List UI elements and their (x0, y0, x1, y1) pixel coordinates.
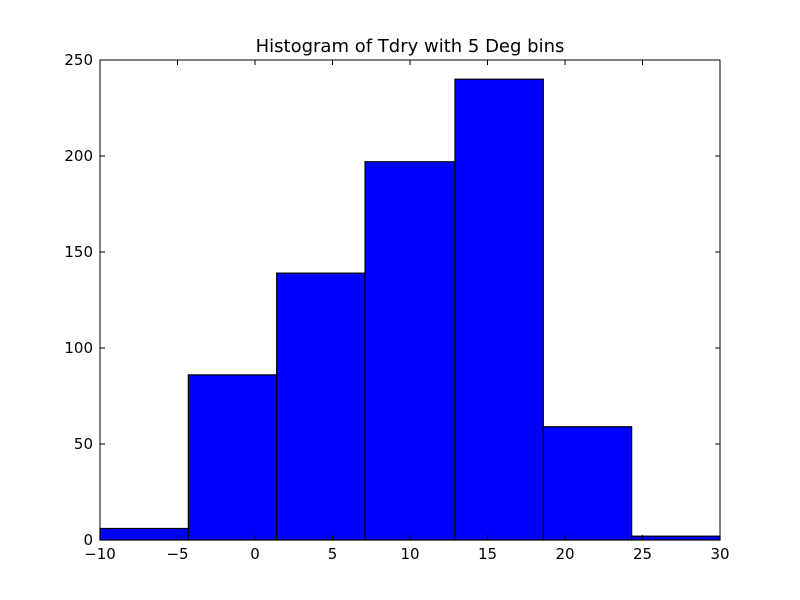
plot-frame (99, 59, 721, 541)
ticks-layer: −10 −5 0 5 10 15 20 25 30 0 50 100 150 200 250 (64, 51, 729, 563)
x-tick-2: 0 (250, 60, 260, 563)
histogram-bar-0 (99, 527, 189, 541)
chart-title: Histogram of Tdry with 5 Deg bins (256, 36, 565, 57)
y-tick-label: 50 (74, 435, 93, 453)
x-tick-label: 10 (400, 545, 419, 563)
y-tick-2: 100 (64, 339, 720, 357)
y-tick-label: 250 (64, 51, 93, 69)
histogram-bar-5 (542, 426, 633, 541)
x-tick-label: −10 (84, 545, 116, 563)
y-tick-1: 50 (74, 435, 720, 453)
y-tick-label: 150 (64, 243, 93, 261)
histogram-bar-4 (454, 78, 544, 541)
histogram-bar-6 (631, 535, 721, 541)
histogram-bar-3 (364, 161, 456, 541)
x-tick-label: −5 (166, 545, 188, 563)
y-tick-4: 200 (64, 147, 720, 165)
x-tick-label: 5 (328, 545, 338, 563)
y-tick-3: 150 (64, 243, 720, 261)
x-tick-label: 30 (710, 545, 729, 563)
x-tick-5: 15 (478, 60, 497, 563)
histogram-bar-1 (187, 374, 278, 541)
bars-layer (99, 78, 721, 541)
x-tick-6: 20 (555, 60, 575, 563)
x-tick-label: 20 (555, 545, 574, 563)
x-tick-1: −5 (166, 60, 189, 563)
x-tick-label: 25 (633, 545, 652, 563)
x-tick-4: 10 (400, 60, 420, 563)
y-tick-label: 100 (64, 339, 93, 357)
x-tick-label: 15 (478, 545, 497, 563)
y-tick-label: 0 (83, 531, 93, 549)
x-tick-7: 25 (633, 60, 652, 563)
x-tick-label: 0 (250, 545, 260, 563)
x-tick-3: 5 (328, 60, 338, 563)
histogram-bar-2 (276, 272, 366, 541)
y-tick-label: 200 (64, 147, 93, 165)
